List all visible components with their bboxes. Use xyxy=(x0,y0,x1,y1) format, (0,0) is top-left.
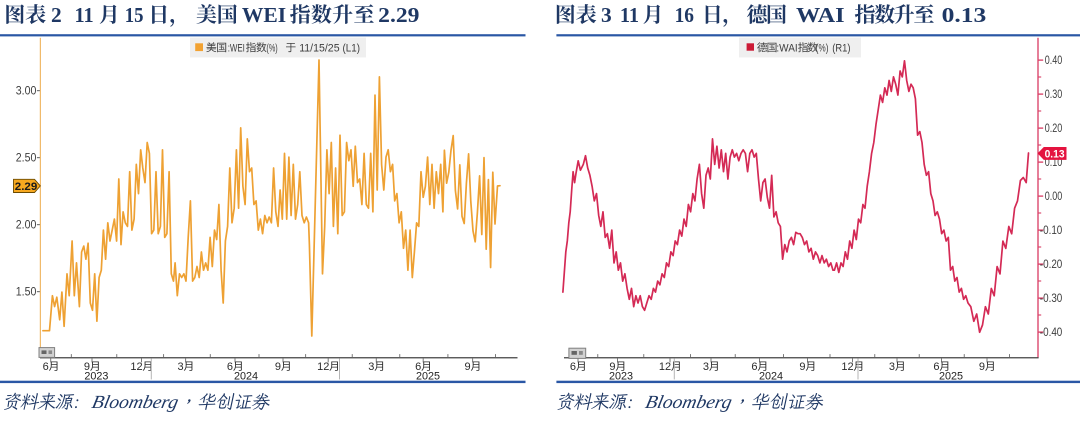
svg-text:11: 11 xyxy=(75,3,94,27)
svg-text:3: 3 xyxy=(368,361,374,373)
svg-text:12: 12 xyxy=(317,361,329,373)
svg-text:6: 6 xyxy=(933,361,939,373)
svg-text:0.00: 0.00 xyxy=(1045,191,1063,203)
svg-text:(%): (%) xyxy=(266,42,277,54)
svg-text:0.20: 0.20 xyxy=(1045,123,1063,135)
svg-text:(%): (%) xyxy=(816,42,829,54)
svg-text:-0.30: -0.30 xyxy=(1040,293,1063,305)
svg-text:9: 9 xyxy=(799,361,805,373)
svg-text:-0.20: -0.20 xyxy=(1040,259,1063,271)
svg-text:-0.40: -0.40 xyxy=(1040,327,1063,339)
svg-text:6: 6 xyxy=(227,361,233,373)
svg-text:1.50: 1.50 xyxy=(16,287,37,299)
svg-text:9: 9 xyxy=(979,361,985,373)
svg-text:9: 9 xyxy=(465,361,471,373)
svg-text:9: 9 xyxy=(84,361,90,373)
svg-text:2025: 2025 xyxy=(416,371,440,383)
svg-text:12: 12 xyxy=(130,361,142,373)
svg-text:2023: 2023 xyxy=(84,371,108,383)
svg-text:2023: 2023 xyxy=(609,371,633,383)
svg-text:2024: 2024 xyxy=(759,371,783,383)
svg-text:2024: 2024 xyxy=(234,371,258,383)
svg-text:6: 6 xyxy=(43,361,49,373)
svg-text:15: 15 xyxy=(125,3,144,27)
svg-text:2.29: 2.29 xyxy=(378,3,419,27)
svg-text::WEI: :WEI xyxy=(228,42,245,54)
svg-text:2.50: 2.50 xyxy=(16,153,37,165)
svg-text:12: 12 xyxy=(841,361,853,373)
svg-text:11/15/25: 11/15/25 xyxy=(299,42,339,54)
svg-text:2025: 2025 xyxy=(939,371,963,383)
svg-text:6: 6 xyxy=(751,361,757,373)
svg-text:9: 9 xyxy=(275,361,281,373)
svg-text:6: 6 xyxy=(570,361,576,373)
svg-text:6: 6 xyxy=(415,361,421,373)
svg-text:0.30: 0.30 xyxy=(1045,89,1063,101)
svg-text:WEI: WEI xyxy=(242,3,286,27)
svg-text:2.00: 2.00 xyxy=(16,220,37,232)
svg-text:9: 9 xyxy=(609,361,615,373)
svg-text:12: 12 xyxy=(659,361,671,373)
svg-text:11: 11 xyxy=(620,3,639,27)
svg-text:0.13: 0.13 xyxy=(942,3,987,27)
svg-text:0.13: 0.13 xyxy=(1045,149,1065,161)
svg-text:2.29: 2.29 xyxy=(15,181,38,193)
svg-text:(L1): (L1) xyxy=(343,42,361,54)
svg-text:-0.10: -0.10 xyxy=(1040,225,1063,237)
svg-text:0.40: 0.40 xyxy=(1045,55,1063,67)
svg-text:3.00: 3.00 xyxy=(16,86,37,98)
svg-text:Bloomberg: Bloomberg xyxy=(643,392,733,413)
svg-text::WAI: :WAI xyxy=(776,42,797,54)
svg-text:3: 3 xyxy=(889,361,895,373)
svg-text:3: 3 xyxy=(601,3,612,27)
svg-text:Bloomberg: Bloomberg xyxy=(90,392,180,413)
svg-text:WAI: WAI xyxy=(796,3,845,27)
svg-text:0.10: 0.10 xyxy=(1045,157,1063,169)
svg-text:3: 3 xyxy=(703,361,709,373)
svg-text:16: 16 xyxy=(675,3,694,27)
svg-text:2: 2 xyxy=(51,3,62,27)
svg-text:3: 3 xyxy=(178,361,184,373)
svg-text:(R1): (R1) xyxy=(832,42,850,54)
